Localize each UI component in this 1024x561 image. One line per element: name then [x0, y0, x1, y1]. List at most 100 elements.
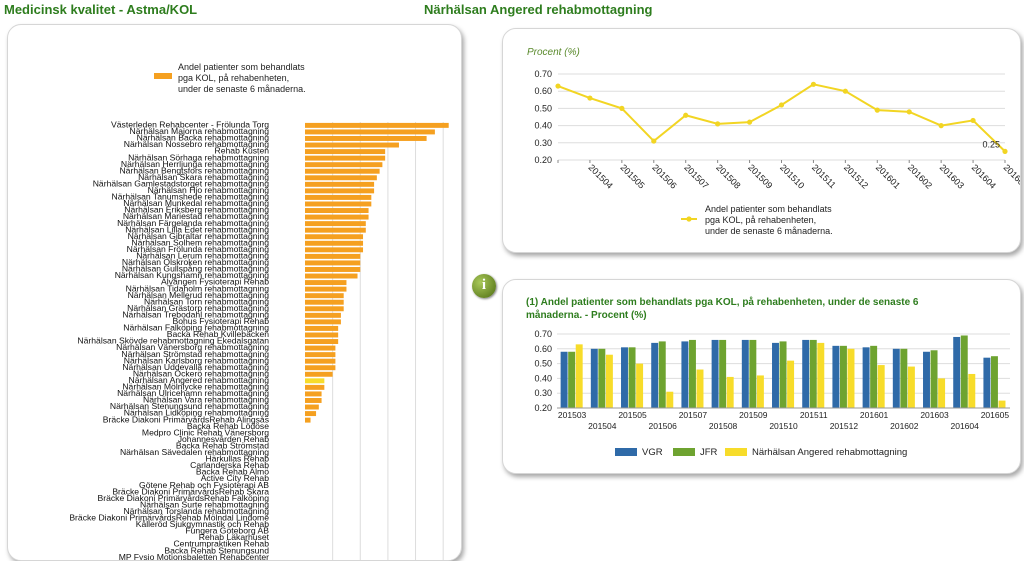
bar — [802, 339, 810, 408]
bar — [305, 142, 399, 148]
data-point — [970, 117, 976, 124]
data-point — [874, 107, 880, 113]
bar — [628, 347, 636, 408]
legend-swatch — [725, 448, 747, 456]
category-label: Rehab Kusten — [215, 146, 270, 156]
trend-line-chart: Procent (%) 0.20 0.30 0.40 0.50 0.60 0.70 20150… — [527, 47, 1020, 236]
page-title: Medicinsk kvalitet - Astma/KOL — [4, 2, 198, 17]
bar — [719, 339, 727, 408]
category-label: Närhälsan Angered rehabmottagning — [129, 375, 270, 385]
data-point — [842, 88, 848, 94]
bar — [666, 391, 674, 408]
x-tick-label: 201603 — [938, 162, 966, 190]
bar — [923, 351, 930, 408]
bar — [688, 339, 696, 408]
bar — [847, 348, 855, 408]
category-label: Närhälsan Munkedal rehabmottagning — [123, 198, 269, 208]
y-tick-label: 0.60 — [534, 86, 552, 96]
x-tick-label: 201504 — [587, 162, 615, 190]
legend-text: VGR — [642, 447, 663, 458]
category-label: Backa Rehab Almö — [196, 467, 269, 477]
bar — [305, 411, 317, 417]
category-label: Närhälsan Skövde rehabmottagning Ekedals… — [77, 336, 269, 346]
category-label: Närhälsan Mölnlycke rehabmottagning — [122, 382, 269, 392]
legend-marker — [686, 216, 692, 222]
x-tick-label: 201601 — [874, 162, 902, 190]
category-label: Närhälsan Eriksberg rehabmottagning — [124, 205, 269, 215]
x-tick-label: 201511 — [800, 410, 828, 420]
y-tick-label: 0.20 — [534, 403, 552, 413]
bar — [305, 260, 361, 266]
category-label: Närhälsan Torslanda rehabmottagning — [123, 506, 269, 516]
y-tick-label: 0.60 — [534, 344, 552, 354]
category-label: Närhälsan Grästorp rehabmottagning — [127, 303, 269, 313]
category-label: Närhälsan Lerum rehabmottagning — [136, 251, 269, 261]
ranking-panel: Andel patienter som behandlats pga KOL, p… — [7, 24, 462, 561]
category-label: Närhälsan Gibraltar rehabmottagning — [128, 231, 270, 241]
chart-title: månaderna. - Procent (%) — [526, 309, 647, 321]
x-tick-label: 201605 — [981, 410, 1010, 420]
category-label: Närhälsan Herrljunga rehabmottagning — [121, 159, 269, 169]
y-tick-label: 0.40 — [534, 373, 552, 383]
data-point — [651, 138, 657, 144]
bar — [681, 341, 689, 408]
info-icon[interactable]: i — [472, 274, 496, 298]
bar — [305, 293, 344, 299]
bar — [651, 342, 659, 408]
bar — [862, 347, 870, 408]
trend-panel: Procent (%) 0.20 0.30 0.40 0.50 0.60 0.70 20150… — [502, 28, 1021, 253]
bar — [605, 354, 613, 408]
x-tick-label: 201603 — [920, 410, 949, 420]
x-tick-label: 201605 — [1002, 162, 1020, 190]
category-label: Närhälsan Strömstad rehabmottagning — [121, 349, 269, 359]
category-label: Backa Rehab Lödöse — [187, 421, 269, 431]
y-tick-label: 0.30 — [534, 138, 552, 148]
x-tick-label: 201509 — [739, 410, 768, 420]
y-axis-title: Procent (%) — [527, 47, 580, 58]
category-label: Närhälsan Karlsborg rehabmottagning — [124, 355, 269, 365]
bar — [900, 348, 908, 408]
category-label: Kålleröd Sjukgymnastik och Rehab — [136, 519, 269, 529]
y-tick-label: 0.30 — [534, 388, 552, 398]
bar — [305, 136, 427, 141]
bar — [726, 376, 734, 408]
bar — [968, 373, 976, 408]
category-label: Närhälsan Olskroken rehabmottagning — [122, 257, 269, 267]
legend-text: JFR — [700, 447, 718, 458]
bar — [560, 351, 568, 408]
bar — [809, 339, 817, 408]
x-tick-label: 201505 — [618, 162, 646, 190]
bar — [305, 155, 386, 161]
bar — [305, 168, 380, 174]
category-label: Backa Rehab Stenungsund — [164, 545, 269, 555]
bar — [870, 345, 878, 408]
category-label: Johannesvården Rehab — [178, 434, 269, 444]
bar — [305, 201, 372, 207]
data-point — [746, 119, 753, 125]
category-label: Närhälsan Falköping rehabmottagning — [123, 323, 269, 333]
x-tick-label: 201512 — [842, 162, 870, 190]
legend-swatch — [154, 73, 172, 79]
legend-swatch — [673, 448, 695, 456]
data-point — [906, 109, 912, 115]
category-label: Bräcke Diakoni PrimärvårdsRehab Mölndal … — [69, 513, 269, 523]
category-label: Härkullas Rehab — [205, 454, 269, 464]
category-label: Active City Rehab — [201, 473, 270, 483]
bar — [983, 357, 991, 408]
bar — [741, 339, 749, 408]
bar — [305, 384, 325, 390]
y-tick-label: 0.70 — [534, 69, 552, 79]
category-label: Närhälsan Torn rehabmottagning — [144, 296, 269, 306]
data-point — [715, 121, 721, 127]
bar — [305, 188, 375, 194]
bar — [305, 194, 372, 200]
last-value-label: 0.25 — [982, 139, 1000, 149]
legend-swatch — [615, 448, 637, 456]
category-label: Närhälsan Tanumshede rehabmottagning — [112, 192, 270, 202]
y-tick-label: 0.50 — [534, 103, 552, 113]
bar — [877, 365, 885, 408]
comparison-bar-chart: (1) Andel patienter som behandlats pga K… — [526, 296, 1010, 458]
bar — [305, 162, 383, 168]
bar — [756, 375, 764, 408]
